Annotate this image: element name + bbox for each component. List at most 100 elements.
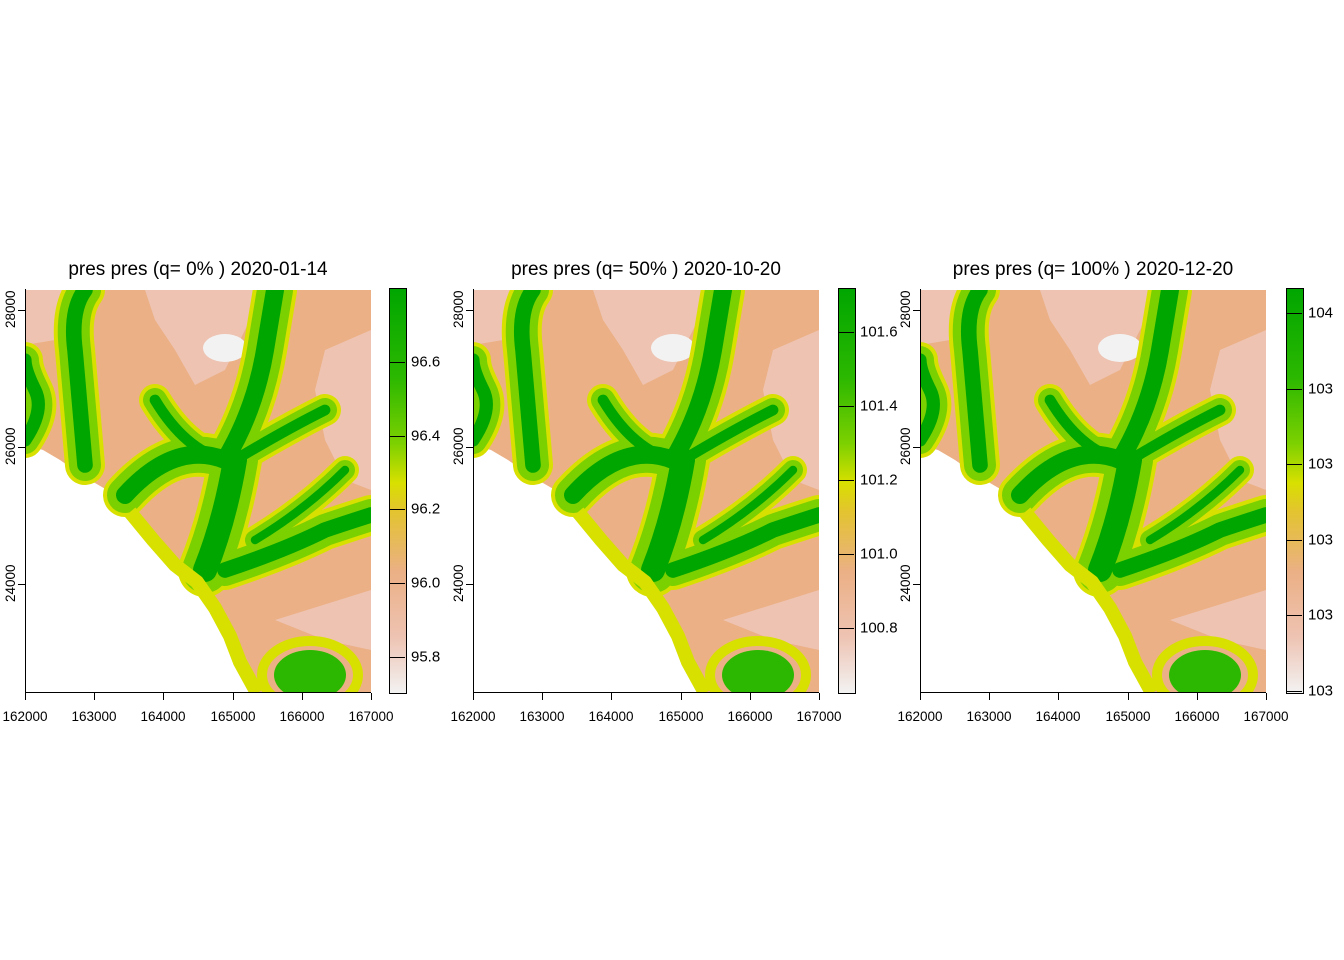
x-tick-label: 166000 <box>279 709 325 724</box>
valley-floor <box>149 394 231 466</box>
terrain-land <box>25 290 371 693</box>
y-tick <box>18 584 25 585</box>
legend-tick-label: 103 <box>1308 682 1334 700</box>
legend-tick <box>390 657 405 658</box>
coast-band <box>1019 507 1159 693</box>
coast-band <box>572 507 712 693</box>
x-tick-label: 164000 <box>1035 709 1081 724</box>
basin-edge <box>257 636 363 693</box>
valley-floor <box>597 394 679 466</box>
terrain-raster <box>920 290 1266 693</box>
x-tick <box>681 693 682 700</box>
y-tick <box>913 310 920 311</box>
x-tick <box>1266 693 1267 700</box>
valley-floor <box>65 290 93 473</box>
basin-edge <box>705 636 811 693</box>
valley-floor <box>1088 448 1142 582</box>
x-tick-label: 165000 <box>1105 709 1151 724</box>
coast-band <box>124 507 264 693</box>
y-tick-label: 28000 <box>898 290 913 328</box>
x-tick-label: 167000 <box>1243 709 1289 724</box>
terrain-basin <box>1169 650 1241 693</box>
color-legend <box>389 288 407 694</box>
y-tick-label: 24000 <box>451 564 466 602</box>
y-tick-label: 24000 <box>3 564 18 602</box>
terrain-peak <box>1098 334 1142 362</box>
legend-tick <box>1287 615 1302 616</box>
terrain-high <box>1170 590 1266 650</box>
valley-floor <box>1112 507 1266 578</box>
legend-tick <box>1287 464 1302 465</box>
panel-title: pres pres (q= 50% ) 2020-10-20 <box>511 259 781 280</box>
valley-floor <box>193 448 247 582</box>
x-tick-label: 163000 <box>71 709 117 724</box>
x-tick-label: 166000 <box>727 709 773 724</box>
terrain-high <box>723 590 819 650</box>
legend-tick <box>839 628 854 629</box>
x-tick-label: 166000 <box>1174 709 1220 724</box>
valley-floor <box>960 290 988 473</box>
legend-tick-label: 96.6 <box>411 353 441 371</box>
legend-tick <box>839 554 854 555</box>
panel-title: pres pres (q= 100% ) 2020-12-20 <box>952 259 1234 280</box>
color-legend <box>838 288 856 694</box>
legend-tick <box>390 509 405 510</box>
raster-map <box>25 290 371 693</box>
terrain-high <box>1210 330 1266 490</box>
terrain-raster <box>473 290 819 693</box>
x-tick <box>371 693 372 700</box>
terrain-high <box>315 330 371 490</box>
y-tick <box>913 447 920 448</box>
valley-floor <box>1145 465 1245 545</box>
legend-tick-label: 101.2 <box>860 471 898 489</box>
valley-floor <box>698 465 798 545</box>
terrain-peak <box>651 334 695 362</box>
x-tick <box>989 693 990 700</box>
valley-floor <box>229 404 331 466</box>
terrain-peak <box>203 334 247 362</box>
x-tick <box>163 693 164 700</box>
terrain-basin <box>274 650 346 693</box>
valley-floor <box>217 507 371 578</box>
x-tick <box>611 693 612 700</box>
x-tick <box>819 693 820 700</box>
valley-floor <box>1124 404 1226 466</box>
legend-tick <box>390 362 405 363</box>
x-tick <box>302 693 303 700</box>
legend-tick <box>390 583 405 584</box>
x-tick <box>473 693 474 700</box>
basin-edge <box>1152 636 1258 693</box>
terrain-land <box>920 290 1266 693</box>
terrain-land <box>473 290 819 693</box>
x-tick <box>920 693 921 700</box>
valley-floor <box>513 290 541 473</box>
legend-tick-label: 96.4 <box>411 427 441 445</box>
terrain-high <box>275 590 371 650</box>
y-tick <box>466 310 473 311</box>
x-tick <box>94 693 95 700</box>
legend-tick-label: 101.4 <box>860 397 898 415</box>
y-tick <box>18 447 25 448</box>
terrain-raster <box>25 290 371 693</box>
legend-tick <box>839 406 854 407</box>
legend-tick <box>390 436 405 437</box>
y-tick-label: 28000 <box>451 290 466 328</box>
valley-floor <box>641 448 695 582</box>
legend-tick-label: 103 <box>1308 606 1334 624</box>
x-tick-label: 167000 <box>348 709 394 724</box>
y-tick-label: 24000 <box>898 564 913 602</box>
x-tick-label: 165000 <box>658 709 704 724</box>
legend-tick-label: 101.0 <box>860 545 898 563</box>
legend-tick <box>839 480 854 481</box>
valley-floor <box>564 290 732 504</box>
legend-tick <box>839 332 854 333</box>
legend-tick-label: 103 <box>1308 455 1334 473</box>
valley-floor <box>116 290 284 504</box>
x-tick-label: 164000 <box>140 709 186 724</box>
x-tick-label: 163000 <box>519 709 565 724</box>
terrain-high <box>763 330 819 490</box>
legend-tick-label: 104 <box>1308 304 1334 322</box>
x-tick <box>233 693 234 700</box>
legend-tick <box>1287 691 1302 692</box>
y-tick-label: 28000 <box>3 290 18 328</box>
